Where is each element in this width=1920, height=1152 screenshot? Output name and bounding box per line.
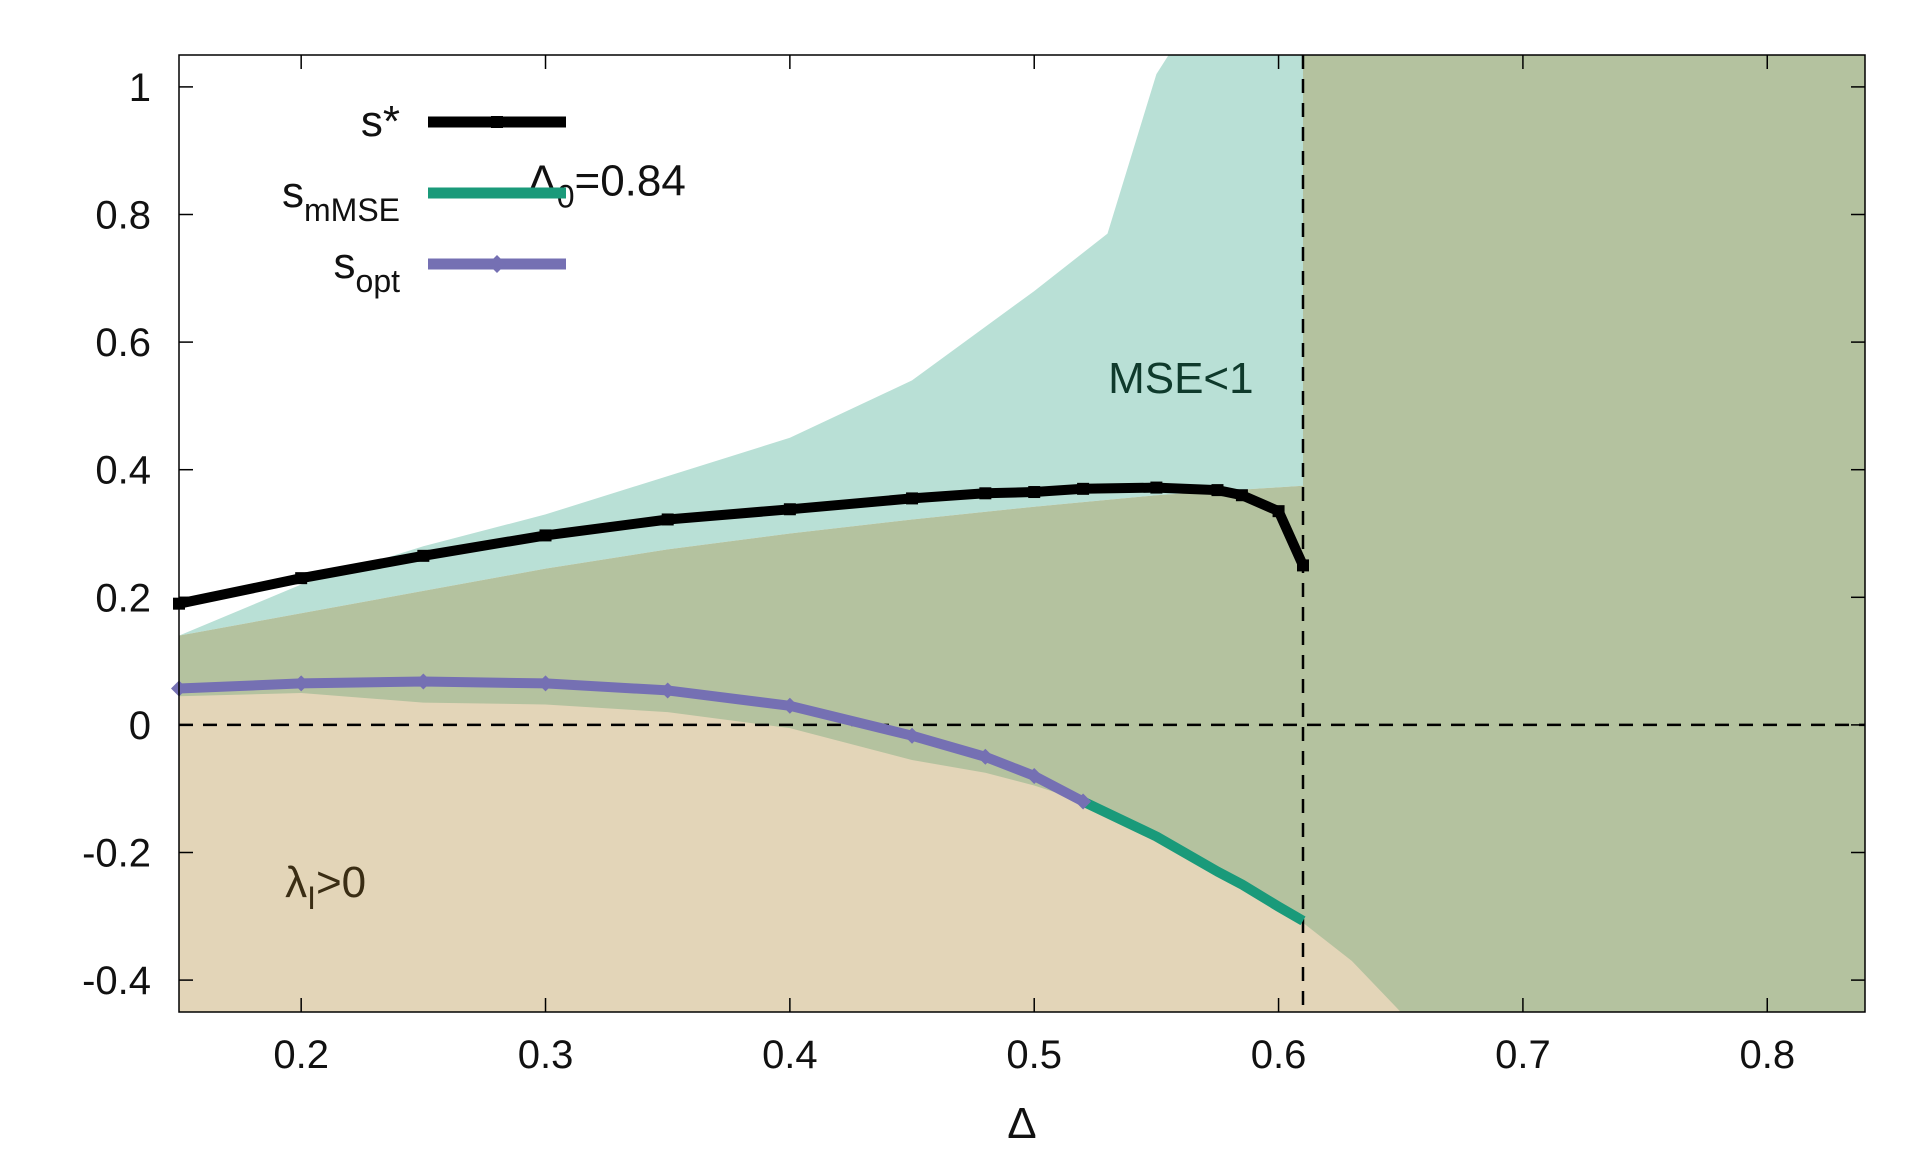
legend-label: s* — [361, 97, 400, 146]
series-smMSE — [1080, 796, 1306, 926]
data-point — [1075, 793, 1092, 810]
data-point — [659, 682, 676, 699]
data-series — [171, 481, 1309, 926]
reference-lines — [179, 55, 1865, 1012]
x-tick-label: 0.8 — [1739, 1033, 1795, 1077]
data-point — [1297, 559, 1309, 572]
region-lambda — [179, 693, 1401, 1012]
data-point — [977, 748, 994, 765]
legend-main: s — [282, 168, 304, 217]
annotation-sub: I — [307, 880, 316, 916]
tick-labels: 0.2 0.3 0.4 0.5 0.6 0.7 0.8 -0.4 -0.2 0 0.2 0.4 0.6 0… — [82, 66, 1795, 1077]
legend-marker — [491, 116, 503, 128]
legend-entry-sopt: sopt — [334, 239, 566, 299]
data-point — [1235, 489, 1248, 502]
x-axis-label: Δ — [1007, 1099, 1036, 1148]
y-tick-label: 0.2 — [95, 576, 151, 620]
series-sopt — [171, 673, 1092, 810]
annotation-main: MSE<1 — [1108, 354, 1254, 403]
y-tick-label: 0.6 — [95, 321, 151, 365]
legend-marker — [488, 255, 506, 273]
annotations: Δ0=0.84 MSE<1 λI>0 — [285, 156, 1254, 916]
x-tick-label: 0.6 — [1251, 1033, 1307, 1077]
y-tick-label: 0.8 — [95, 194, 151, 238]
data-point — [1028, 486, 1041, 499]
annotation-main: λ — [285, 858, 307, 907]
legend-label: sopt — [334, 239, 401, 299]
data-point — [781, 697, 798, 714]
x-tick-label: 0.7 — [1495, 1033, 1551, 1077]
plot-frame — [178, 54, 1866, 1013]
data-point — [979, 487, 992, 500]
legend-label: smMSE — [282, 168, 400, 228]
shaded-regions — [179, 55, 1865, 1012]
legend-entry-smMSE: smMSE — [282, 168, 566, 228]
data-point — [415, 673, 432, 690]
data-point — [661, 513, 674, 526]
data-point — [1150, 481, 1163, 494]
y-tick-label: 1 — [129, 66, 151, 110]
x-tick-label: 0.4 — [762, 1033, 818, 1077]
series-line — [178, 676, 1086, 806]
data-point — [1272, 505, 1285, 518]
annotation-mse: MSE<1 — [1108, 354, 1254, 403]
annotation-lambda: λI>0 — [285, 858, 366, 916]
data-point — [904, 727, 921, 744]
legend-main: s* — [361, 97, 400, 146]
y-tick-label: 0.4 — [95, 449, 151, 493]
y-tick-label: -0.2 — [82, 832, 151, 876]
annotation-tail: =0.84 — [575, 156, 686, 205]
x-tick-label: 0.5 — [1006, 1033, 1062, 1077]
legend-entry-s: s* — [361, 97, 566, 146]
data-point — [417, 549, 430, 562]
annotation-tail: >0 — [316, 858, 366, 907]
data-point — [906, 492, 919, 505]
series-line — [1080, 796, 1306, 926]
data-point — [295, 572, 308, 585]
data-point — [537, 675, 554, 692]
legend-sub: mMSE — [304, 192, 400, 228]
y-tick-label: 0 — [129, 704, 151, 748]
data-point — [293, 675, 310, 692]
data-point — [1077, 482, 1090, 495]
x-tick-label: 0.2 — [273, 1033, 329, 1077]
y-tick-label: -0.4 — [82, 959, 151, 1003]
annotation-delta0: Δ0=0.84 — [527, 156, 686, 214]
data-point — [783, 503, 796, 516]
x-tick-label: 0.3 — [518, 1033, 574, 1077]
data-point — [539, 529, 552, 542]
data-point — [1211, 484, 1224, 497]
legend-main: s — [334, 239, 356, 288]
legend-sub: opt — [356, 263, 401, 299]
data-point — [1026, 767, 1043, 784]
axis-ticks — [179, 55, 1865, 1012]
